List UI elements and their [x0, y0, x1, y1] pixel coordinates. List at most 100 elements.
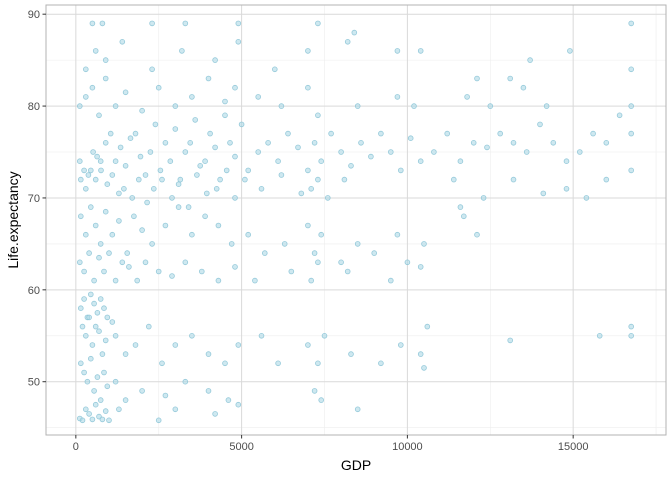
- data-point: [91, 388, 97, 394]
- data-point: [308, 186, 315, 192]
- data-point: [484, 144, 490, 151]
- data-point: [397, 342, 404, 348]
- data-point: [527, 57, 533, 63]
- data-point: [101, 369, 107, 376]
- x-tick-label: 5000: [229, 441, 253, 453]
- data-point: [205, 75, 212, 82]
- data-point: [628, 332, 634, 339]
- data-point: [98, 167, 104, 174]
- data-point: [417, 158, 424, 165]
- data-point: [83, 186, 89, 192]
- data-point: [139, 107, 145, 114]
- data-point: [162, 392, 169, 399]
- data-point: [315, 20, 321, 27]
- data-point: [338, 259, 344, 266]
- data-points: [77, 20, 634, 424]
- data-point: [78, 176, 84, 183]
- data-point: [590, 130, 596, 137]
- data-point: [102, 408, 109, 414]
- data-point: [223, 167, 230, 174]
- data-point: [321, 332, 328, 339]
- data-point: [106, 417, 112, 424]
- data-point: [89, 416, 96, 423]
- data-point: [628, 323, 634, 330]
- data-point: [97, 158, 104, 165]
- data-point: [78, 360, 84, 367]
- data-point: [109, 319, 116, 325]
- data-point: [99, 20, 106, 27]
- data-point: [212, 144, 218, 151]
- data-point: [172, 103, 179, 109]
- data-point: [182, 20, 189, 27]
- data-point: [112, 277, 119, 284]
- data-point: [371, 250, 378, 256]
- data-point: [285, 130, 291, 137]
- data-point: [117, 144, 124, 151]
- data-point: [474, 231, 480, 238]
- data-point: [232, 195, 238, 201]
- data-point: [109, 172, 116, 178]
- data-point: [142, 172, 149, 178]
- data-point: [109, 231, 116, 238]
- data-point: [91, 300, 97, 307]
- data-point: [102, 75, 109, 82]
- data-point: [567, 48, 573, 54]
- data-point: [112, 103, 119, 109]
- data-point: [85, 172, 92, 178]
- data-point: [318, 397, 325, 403]
- data-point: [271, 66, 278, 73]
- y-tick-label: 60: [28, 285, 40, 297]
- data-point: [97, 397, 104, 403]
- data-point: [192, 117, 199, 123]
- data-point: [202, 158, 208, 165]
- data-point: [305, 342, 311, 348]
- data-point: [189, 94, 195, 100]
- data-point: [77, 259, 83, 266]
- data-point: [83, 406, 89, 413]
- data-point: [616, 112, 623, 119]
- data-point: [507, 75, 514, 82]
- data-point: [295, 144, 301, 151]
- data-point: [417, 48, 424, 54]
- data-point: [275, 360, 281, 367]
- data-point: [318, 231, 325, 238]
- data-point: [417, 264, 424, 270]
- data-point: [102, 337, 109, 344]
- data-point: [132, 130, 139, 137]
- data-point: [258, 332, 265, 339]
- y-axis: 50 60 70 80 90: [28, 9, 46, 389]
- data-point: [563, 158, 570, 165]
- data-point: [144, 199, 150, 206]
- data-point: [129, 195, 136, 201]
- data-point: [169, 195, 175, 201]
- data-point: [212, 411, 218, 417]
- data-point: [305, 167, 311, 174]
- data-point: [89, 20, 96, 27]
- data-point: [77, 158, 83, 165]
- data-point: [222, 360, 228, 367]
- data-point: [341, 176, 348, 183]
- data-point: [487, 103, 494, 109]
- data-point: [78, 213, 84, 220]
- data-point: [507, 337, 514, 344]
- data-point: [92, 401, 99, 408]
- data-point: [628, 103, 634, 109]
- data-point: [324, 195, 331, 201]
- data-point: [102, 57, 109, 63]
- data-point: [81, 296, 87, 302]
- data-point: [212, 57, 218, 63]
- data-point: [421, 241, 427, 247]
- data-point: [222, 112, 228, 119]
- data-point: [99, 416, 106, 423]
- data-point: [510, 140, 517, 146]
- data-point: [457, 204, 464, 210]
- data-point: [112, 332, 119, 339]
- data-point: [112, 158, 119, 165]
- data-point: [318, 158, 325, 165]
- data-point: [217, 176, 223, 183]
- data-point: [112, 378, 119, 385]
- data-point: [265, 140, 271, 146]
- data-point: [213, 186, 220, 192]
- data-point: [131, 213, 137, 220]
- data-point: [122, 397, 129, 403]
